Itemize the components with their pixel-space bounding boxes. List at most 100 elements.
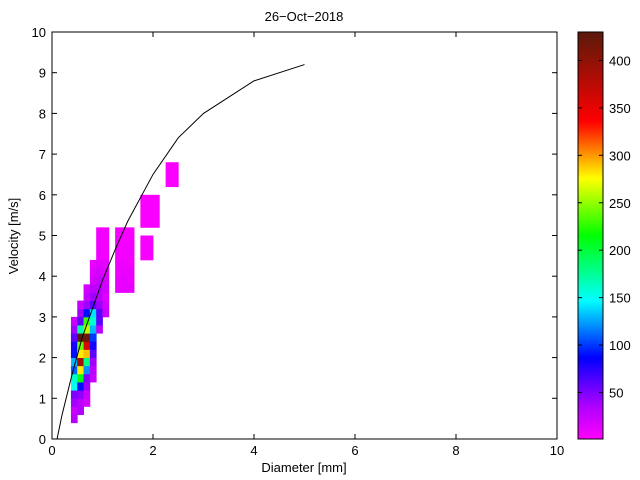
heatmap-cell [70, 333, 78, 342]
heatmap-cell [83, 300, 91, 310]
heatmap-cell [102, 243, 110, 253]
heatmap-cell [146, 211, 154, 220]
heatmap-cell [146, 194, 154, 204]
x-axis-label: Diameter [mm] [261, 460, 346, 475]
colorbar-tick-label: 350 [609, 101, 631, 116]
chart-title: 26−Oct−2018 [265, 9, 344, 24]
heatmap-cell [70, 382, 78, 391]
y-tick-label: 4 [39, 269, 46, 284]
heatmap-cell [89, 308, 97, 318]
heatmap-cell [77, 316, 84, 326]
heatmap-cell [89, 292, 97, 302]
heatmap-cell [96, 259, 103, 269]
heatmap-cell [127, 268, 135, 277]
heatmap-cell [102, 259, 110, 269]
heatmap-cell [165, 162, 173, 171]
colorbar-tick-label: 100 [609, 338, 631, 353]
heatmap-cell [96, 325, 103, 334]
heatmap-cell [96, 300, 103, 310]
heatmap-cell [140, 235, 148, 245]
y-tick-label: 10 [32, 25, 46, 40]
heatmap-cell [102, 292, 110, 302]
heatmap-cell [77, 308, 84, 318]
axes: 0 2 4 6 8 10 0 1 2 3 4 5 6 7 8 9 10 [32, 25, 565, 458]
heatmap-cell [115, 243, 122, 253]
heatmap-cell [70, 406, 78, 415]
heatmap-cell [89, 284, 97, 293]
x-tick-label: 6 [351, 443, 358, 458]
heatmap-cell [89, 333, 97, 342]
heatmap-cell [102, 276, 110, 285]
heatmap-cell [140, 211, 148, 220]
y-tick-label: 9 [39, 66, 46, 81]
heatmap-cell [70, 325, 78, 334]
heatmap-cell [83, 341, 91, 350]
y-tick-label: 6 [39, 188, 46, 203]
y-tick-label: 3 [39, 310, 46, 325]
heatmap-cell [77, 357, 84, 367]
colorbar-tick-label: 300 [609, 148, 631, 163]
heatmap-cell [102, 235, 110, 245]
heatmap-cell [115, 251, 122, 261]
heatmap-cell [83, 382, 91, 391]
heatmap-cell [83, 357, 91, 367]
heatmap-cell [77, 398, 84, 407]
colorbar-ticks: 50 100 150 200 250 300 350 400 [578, 53, 631, 401]
heatmap-cell [146, 219, 154, 228]
heatmap-cell [127, 235, 135, 245]
heatmap-cell [171, 178, 179, 188]
heatmap-cell [102, 308, 110, 318]
heatmap-cell [89, 357, 97, 367]
heatmap-cell [121, 268, 129, 277]
heatmap-cell [77, 373, 84, 383]
heatmap-cell [115, 235, 122, 245]
heatmap-cell [96, 227, 103, 236]
heatmap-cell [140, 219, 148, 228]
heatmap-cell [153, 219, 160, 228]
colorbar [577, 31, 604, 440]
heatmap-cell [121, 235, 129, 245]
y-tick-label: 8 [39, 106, 46, 121]
heatmap-cell [77, 365, 84, 375]
heatmap-cell [89, 268, 97, 277]
heatmap-cell [127, 259, 135, 269]
heatmap-cell [70, 373, 78, 383]
heatmap-cell [77, 333, 84, 342]
heatmap-cell [102, 284, 110, 293]
heatmap-cell [77, 300, 84, 310]
heatmap-cell [89, 373, 97, 383]
y-axis-label: Velocity [m/s] [6, 198, 21, 275]
heatmap-cell [70, 349, 78, 358]
heatmap-cell [165, 178, 173, 188]
heatmap-cell [89, 349, 97, 358]
y-tick-label: 5 [39, 229, 46, 244]
heatmap-cell [127, 227, 135, 236]
heatmap-cell [153, 211, 160, 220]
heatmap-cell [171, 170, 179, 179]
heatmap-cell [96, 243, 103, 253]
heatmap-cell [96, 292, 103, 302]
fit-curve-layer [56, 64, 305, 440]
heatmap-cell [83, 349, 91, 358]
fit-curve-line [56, 64, 305, 440]
colorbar-tick-label: 50 [609, 386, 623, 401]
heatmap-cell [89, 276, 97, 285]
heatmap-cell [121, 259, 129, 269]
heatmap-cell [96, 316, 103, 326]
heatmap-cell [77, 341, 84, 350]
heatmap-cell [77, 390, 84, 399]
heatmap-cell [83, 284, 91, 293]
heatmap-cell [96, 276, 103, 285]
heatmap-cell [89, 316, 97, 326]
colorbar-tick-label: 200 [609, 243, 631, 258]
plot-area [52, 32, 557, 439]
heatmap-cell [83, 390, 91, 399]
heatmap-cell [83, 373, 91, 383]
heatmap-cell [115, 259, 122, 269]
heatmap-cell [146, 235, 154, 245]
y-tick-label: 1 [39, 391, 46, 406]
y-tick-label: 7 [39, 147, 46, 162]
heatmap-cell [89, 300, 97, 310]
heatmap-cell [171, 162, 179, 171]
